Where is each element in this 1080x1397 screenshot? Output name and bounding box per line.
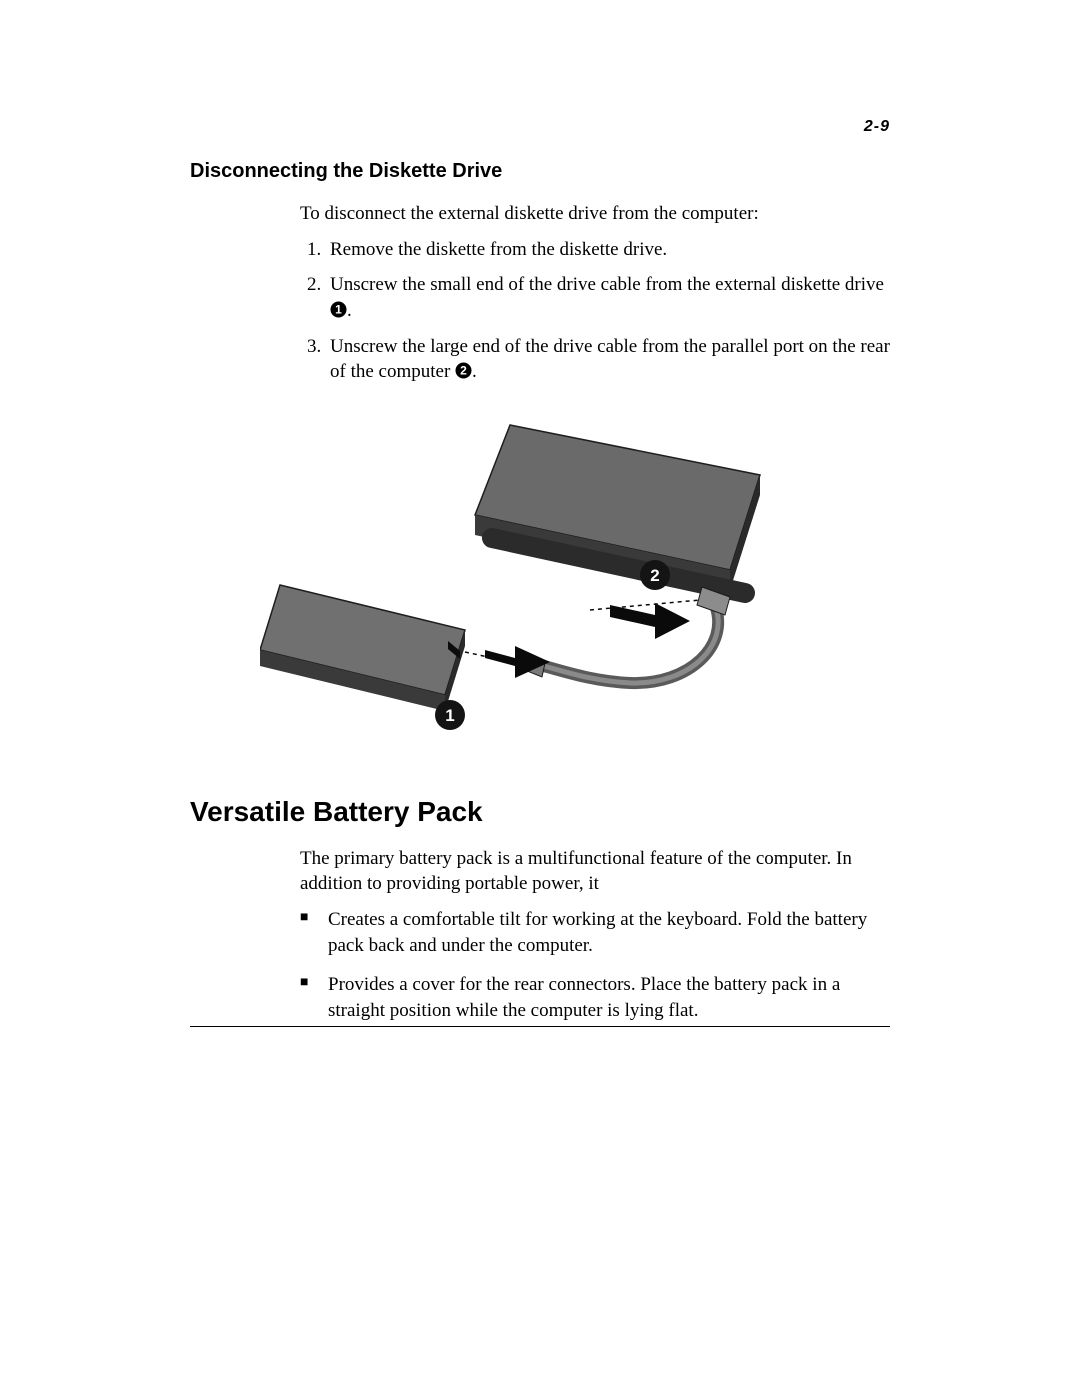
steps-list: Remove the diskette from the diskette dr… [300,237,890,385]
step-item: Unscrew the small end of the drive cable… [326,272,890,323]
step-text: Unscrew the small end of the drive cable… [330,274,884,295]
step-item: Remove the diskette from the diskette dr… [326,237,890,263]
section2-body: The primary battery pack is a multifunct… [300,846,890,1024]
step-period: . [347,300,352,321]
circled-2-icon: 2 [455,362,472,379]
page-number: 2-9 [864,118,890,136]
section-heading-battery: Versatile Battery Pack [190,796,890,828]
battery-bullets: Creates a comfortable tilt for working a… [300,907,890,1024]
svg-text:1: 1 [335,302,342,316]
figure-diskette-disconnect: 1 2 [260,415,890,740]
section1-body: To disconnect the external diskette driv… [300,201,890,385]
callout-2: 2 [640,560,670,590]
footer-rule [190,1026,890,1027]
svg-text:1: 1 [445,706,454,725]
section1-intro: To disconnect the external diskette driv… [300,201,890,227]
step-text: Unscrew the large end of the drive cable… [330,336,890,383]
bullet-item: Provides a cover for the rear connectors… [300,972,890,1023]
section-heading-disconnect: Disconnecting the Diskette Drive [190,160,890,183]
section2-intro: The primary battery pack is a multifunct… [300,846,890,897]
step-period: . [472,361,477,382]
svg-text:2: 2 [460,364,467,378]
callout-1: 1 [435,700,465,730]
svg-text:2: 2 [650,566,659,585]
step-item: Unscrew the large end of the drive cable… [326,334,890,385]
arrow-2 [610,603,690,639]
step-text: Remove the diskette from the diskette dr… [330,239,667,260]
bullet-item: Creates a comfortable tilt for working a… [300,907,890,958]
circled-1-icon: 1 [330,301,347,318]
figure-svg: 1 2 [260,415,770,735]
dash-line-2 [590,600,700,610]
manual-page: 2-9 Disconnecting the Diskette Drive To … [0,0,1080,1397]
